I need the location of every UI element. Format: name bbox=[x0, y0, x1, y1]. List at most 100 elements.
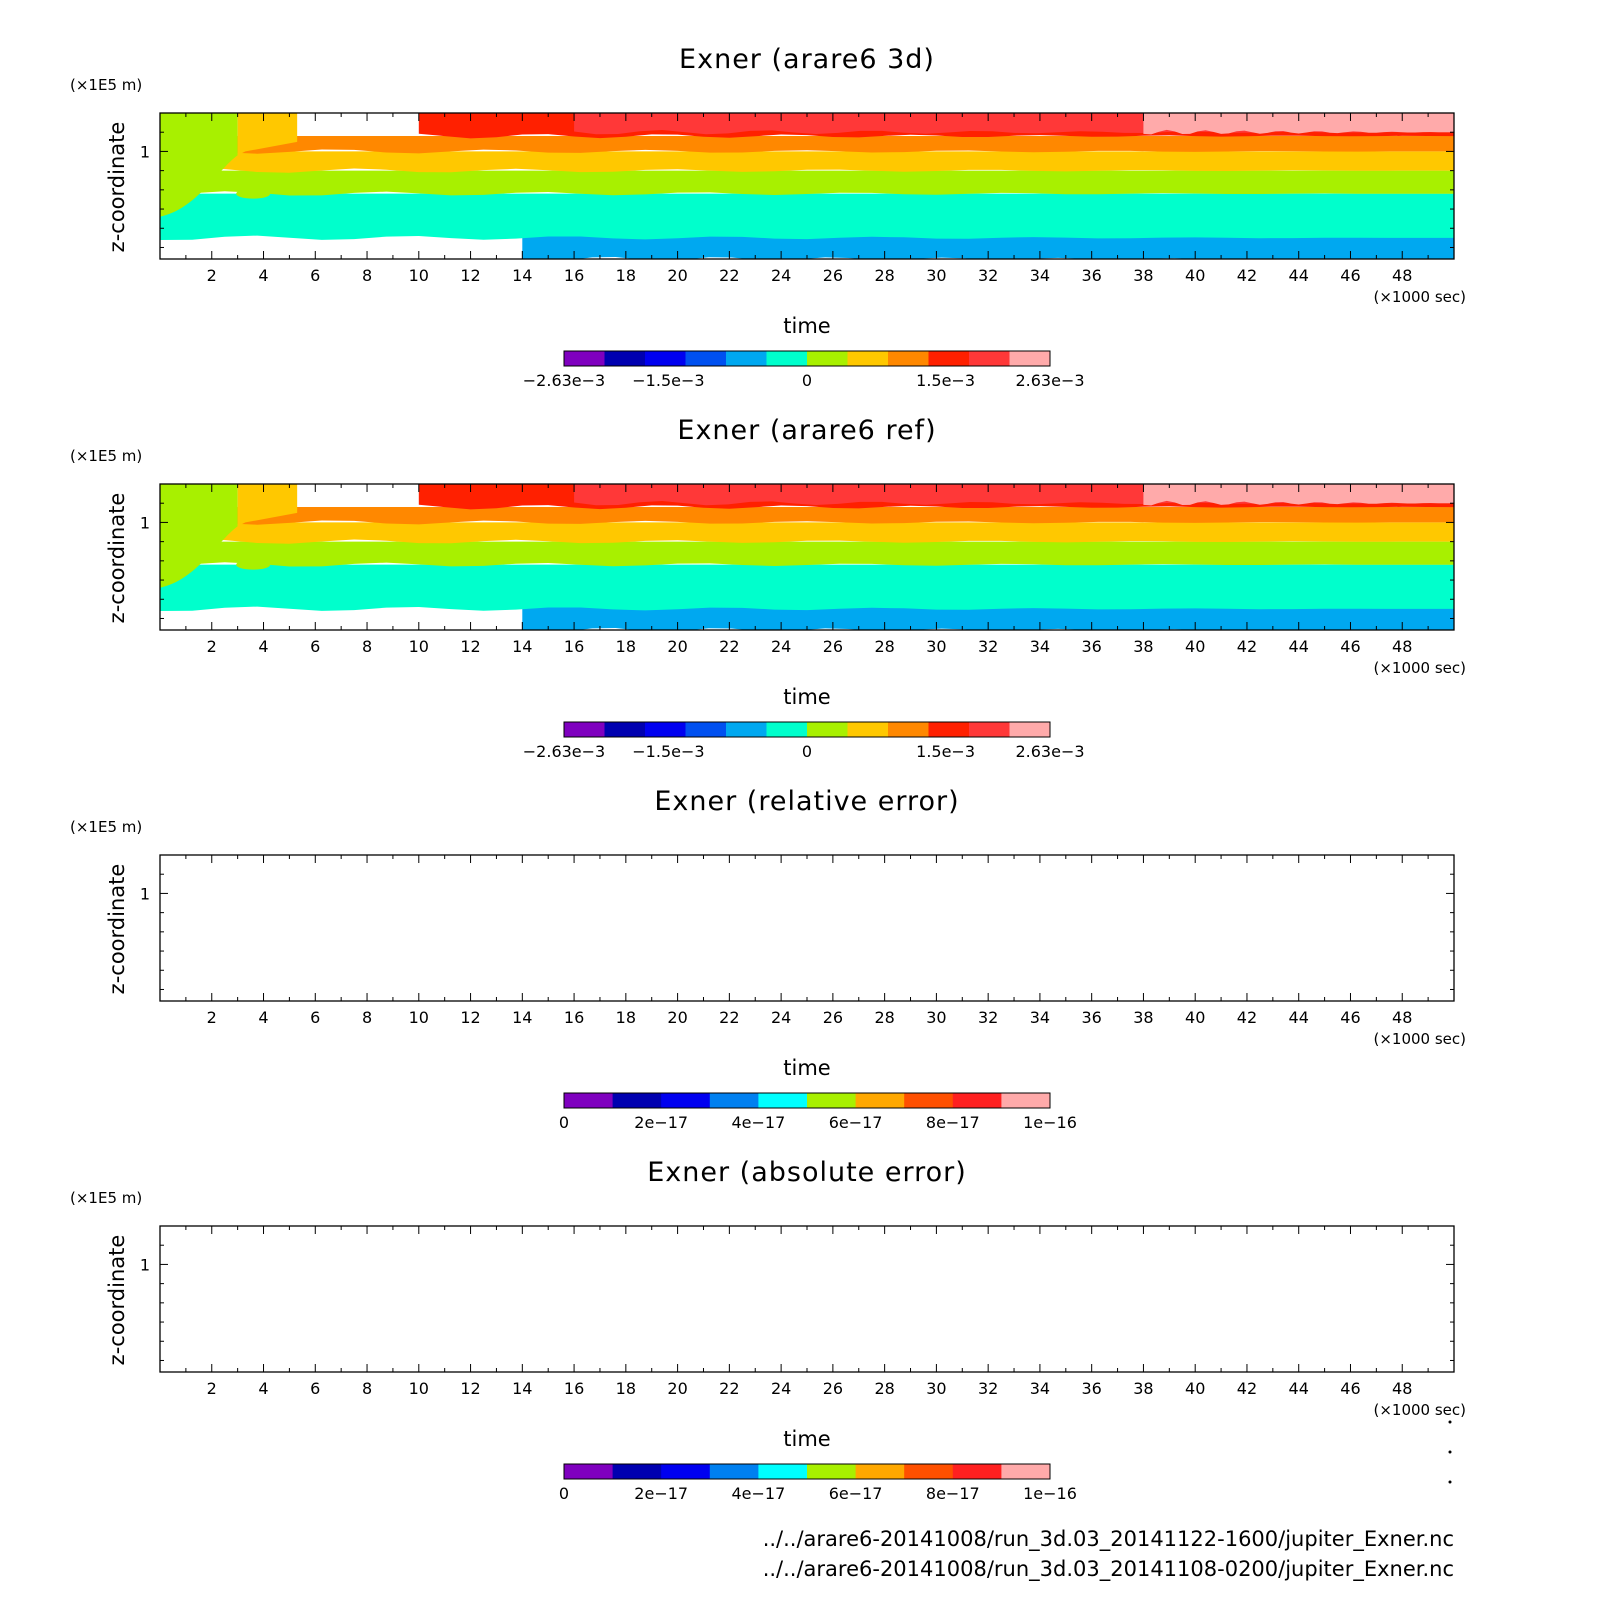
x-tick-label: 14 bbox=[512, 637, 532, 656]
x-tick-label: 38 bbox=[1133, 266, 1153, 285]
x-tick-label: 24 bbox=[771, 1379, 791, 1398]
colorbar-frame bbox=[563, 350, 1051, 367]
x-tick-label: 44 bbox=[1289, 1008, 1309, 1027]
colorbar-swatch bbox=[1001, 1464, 1051, 1479]
colorbar-swatch bbox=[1009, 351, 1051, 366]
colorbar: −2.63e−3 −1.5e−3 0 1.5e−3 2.63e−3 bbox=[523, 721, 1085, 761]
x-tick-label: 34 bbox=[1030, 266, 1050, 285]
colorbar-swatch bbox=[766, 351, 808, 366]
colorbar-swatch bbox=[807, 722, 848, 737]
colorbar-swatch bbox=[604, 722, 646, 737]
x-tick-label: 12 bbox=[460, 637, 480, 656]
margin-dot bbox=[1448, 1480, 1452, 1484]
x-tick-label: 16 bbox=[564, 1379, 584, 1398]
x-tick-label: 42 bbox=[1237, 1379, 1257, 1398]
colorbar-swatch bbox=[564, 1464, 614, 1479]
colorbar-swatch bbox=[661, 1464, 711, 1479]
colorbar-swatch bbox=[807, 1464, 857, 1479]
x-tick-label: 38 bbox=[1133, 1008, 1153, 1027]
x-tick-label: 10 bbox=[409, 1379, 429, 1398]
x-tick-label: 28 bbox=[874, 637, 894, 656]
panel-title: Exner (arare6 ref) bbox=[677, 415, 936, 446]
x-tick-label: 38 bbox=[1133, 1379, 1153, 1398]
y-tick-label: 1 bbox=[140, 513, 150, 532]
x-tick-label: 44 bbox=[1289, 1379, 1309, 1398]
panel-title: Exner (relative error) bbox=[654, 786, 959, 817]
margin-dot bbox=[1448, 1450, 1452, 1454]
x-tick-label: 48 bbox=[1392, 1008, 1412, 1027]
colorbar-tick-label: 6e−17 bbox=[829, 1113, 883, 1132]
colorbar-tick-label: 4e−17 bbox=[732, 1484, 786, 1503]
x-tick-label: 10 bbox=[409, 637, 429, 656]
x-axis-label: time bbox=[783, 314, 830, 338]
x-tick-label: 48 bbox=[1392, 637, 1412, 656]
x-tick-label: 14 bbox=[512, 266, 532, 285]
colorbar-tick-label: 1.5e−3 bbox=[916, 742, 975, 761]
y-unit-label: (×1E5 m) bbox=[70, 1189, 142, 1207]
x-tick-label: 18 bbox=[616, 266, 636, 285]
x-axis-label: time bbox=[783, 685, 830, 709]
x-tick-label: 6 bbox=[310, 266, 320, 285]
contour-band bbox=[160, 136, 1454, 154]
x-tick-label: 20 bbox=[667, 1379, 687, 1398]
panel-2: Exner (arare6 ref)(×1E5 m)2 4 6 8 10 12 14 16 18… bbox=[70, 415, 1466, 761]
colorbar-tick-label: −2.63e−3 bbox=[523, 371, 605, 390]
x-tick-label: 24 bbox=[771, 266, 791, 285]
x-tick-label: 34 bbox=[1030, 637, 1050, 656]
colorbar-swatch bbox=[952, 1093, 1002, 1108]
x-tick-label: 8 bbox=[362, 266, 372, 285]
x-tick-label: 42 bbox=[1237, 266, 1257, 285]
colorbar: −2.63e−3 −1.5e−3 0 1.5e−3 2.63e−3 bbox=[523, 350, 1085, 390]
x-tick-label: 30 bbox=[926, 1008, 946, 1027]
colorbar-tick-label: 2e−17 bbox=[634, 1113, 688, 1132]
x-tick-label: 46 bbox=[1340, 1379, 1360, 1398]
margin-dot bbox=[1448, 1420, 1452, 1424]
x-axis-label: time bbox=[783, 1427, 830, 1451]
panel-title: Exner (arare6 3d) bbox=[679, 44, 935, 75]
x-tick-label: 42 bbox=[1237, 1008, 1257, 1027]
contour-band-early bbox=[160, 113, 238, 217]
x-tick-label: 4 bbox=[258, 1379, 268, 1398]
x-tick-label: 10 bbox=[409, 266, 429, 285]
contour-band-early-yellow bbox=[237, 113, 298, 156]
x-tick-label: 2 bbox=[207, 1379, 217, 1398]
colorbar-swatch bbox=[969, 722, 1010, 737]
x-tick-label: 44 bbox=[1289, 637, 1309, 656]
colorbar-swatch bbox=[709, 1464, 759, 1479]
contour-band-early bbox=[160, 484, 238, 588]
colorbar-tick-label: 0 bbox=[559, 1113, 569, 1132]
colorbar-swatch bbox=[758, 1093, 808, 1108]
x-tick-label: 4 bbox=[258, 266, 268, 285]
plot-frame bbox=[159, 854, 1455, 1002]
colorbar-swatch bbox=[564, 351, 605, 366]
x-tick-label: 48 bbox=[1392, 266, 1412, 285]
contour-band bbox=[160, 564, 1454, 611]
colorbar-swatch bbox=[612, 1464, 662, 1479]
colorbar-swatch bbox=[847, 722, 889, 737]
x-tick-label: 30 bbox=[926, 637, 946, 656]
x-unit-label: (×1000 sec) bbox=[1373, 659, 1466, 677]
contour-band bbox=[160, 522, 1454, 544]
x-tick-label: 34 bbox=[1030, 1379, 1050, 1398]
colorbar-frame bbox=[563, 1463, 1051, 1480]
contour-band bbox=[160, 541, 1454, 567]
colorbar-tick-label: 1.5e−3 bbox=[916, 371, 975, 390]
x-tick-label: 16 bbox=[564, 637, 584, 656]
colorbar-tick-label: 1e−16 bbox=[1023, 1113, 1077, 1132]
x-tick-label: 2 bbox=[207, 637, 217, 656]
colorbar-tick-label: 0 bbox=[802, 371, 812, 390]
x-tick-label: 32 bbox=[978, 637, 998, 656]
x-axis-label: time bbox=[783, 1056, 830, 1080]
x-tick-label: 34 bbox=[1030, 1008, 1050, 1027]
x-tick-label: 46 bbox=[1340, 266, 1360, 285]
colorbar-swatch bbox=[726, 351, 767, 366]
x-tick-label: 20 bbox=[667, 1008, 687, 1027]
colorbar: 0 2e−17 4e−17 6e−17 8e−17 1e−16 bbox=[559, 1092, 1077, 1132]
contour-band bbox=[160, 507, 1454, 525]
x-tick-label: 36 bbox=[1082, 266, 1102, 285]
colorbar-swatch bbox=[564, 722, 605, 737]
colorbar: 0 2e−17 4e−17 6e−17 8e−17 1e−16 bbox=[559, 1463, 1077, 1503]
x-tick-label: 20 bbox=[667, 637, 687, 656]
contour-band bbox=[1143, 484, 1454, 506]
